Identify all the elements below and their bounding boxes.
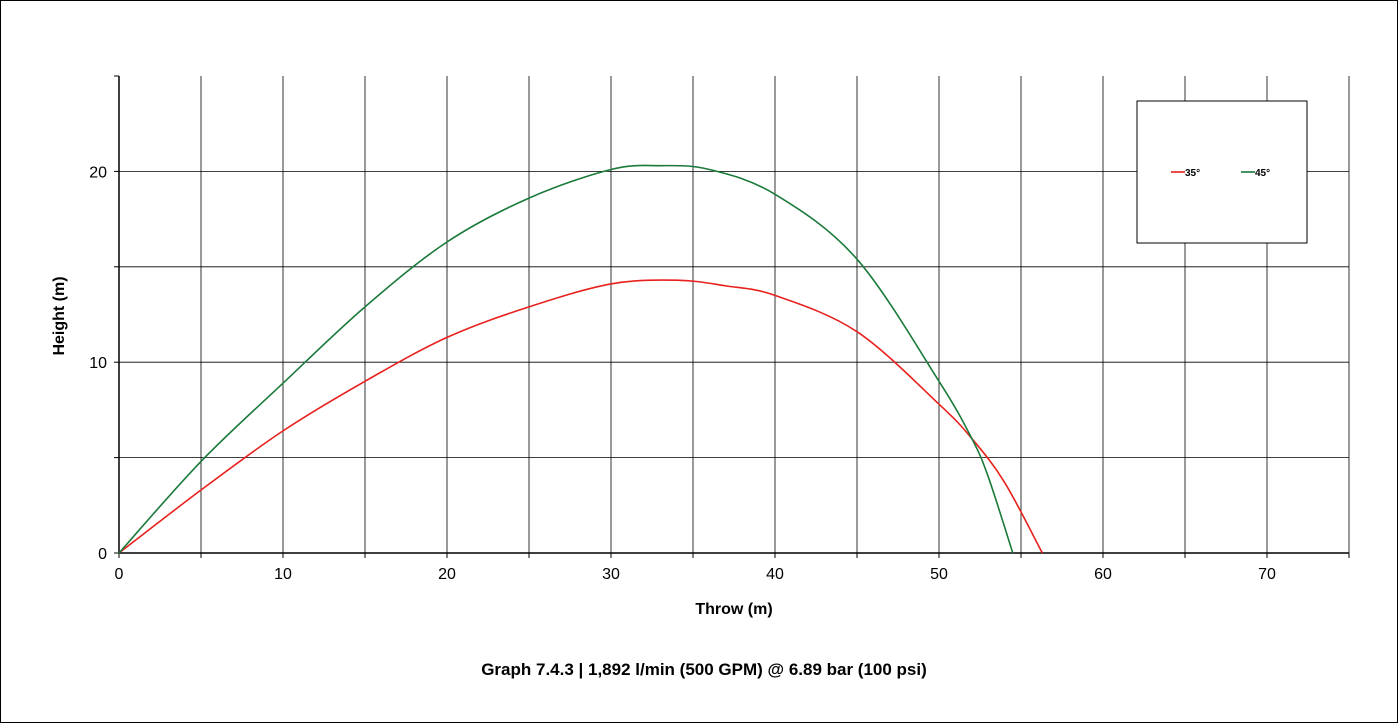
- legend-box: [1136, 100, 1308, 244]
- x-tick-label: 10: [274, 566, 292, 583]
- legend-label-1: 35°: [1185, 168, 1200, 179]
- y-tick-label: 20: [89, 164, 107, 181]
- legend-label-2: 45°: [1255, 168, 1270, 179]
- x-tick-label: 60: [1094, 566, 1112, 583]
- axes: [114, 75, 1350, 558]
- tick-labels: 0 10 20 30 40 50 60 70 0 10 20: [89, 164, 1276, 583]
- x-tick-label: 50: [930, 566, 948, 583]
- series-lines: [118, 164, 1044, 554]
- x-tick-label: 70: [1258, 566, 1276, 583]
- x-tick-label: 40: [766, 566, 784, 583]
- series-line-1: [118, 279, 1044, 554]
- x-tick-label: 0: [115, 566, 124, 583]
- x-tick-label: 30: [602, 566, 620, 583]
- y-tick-label: 10: [89, 355, 107, 372]
- series-line-2: [118, 164, 1014, 554]
- x-axis-label: Throw (m): [695, 601, 772, 618]
- chart-caption: Graph 7.4.3 | 1,892 l/min (500 GPM) @ 6.…: [481, 660, 927, 679]
- y-tick-label: 0: [98, 546, 107, 563]
- grid-lines: [119, 76, 1350, 553]
- x-tick-label: 20: [438, 566, 456, 583]
- y-axis-label: Height (m): [51, 276, 68, 355]
- legend: 35° 45°: [1136, 100, 1308, 244]
